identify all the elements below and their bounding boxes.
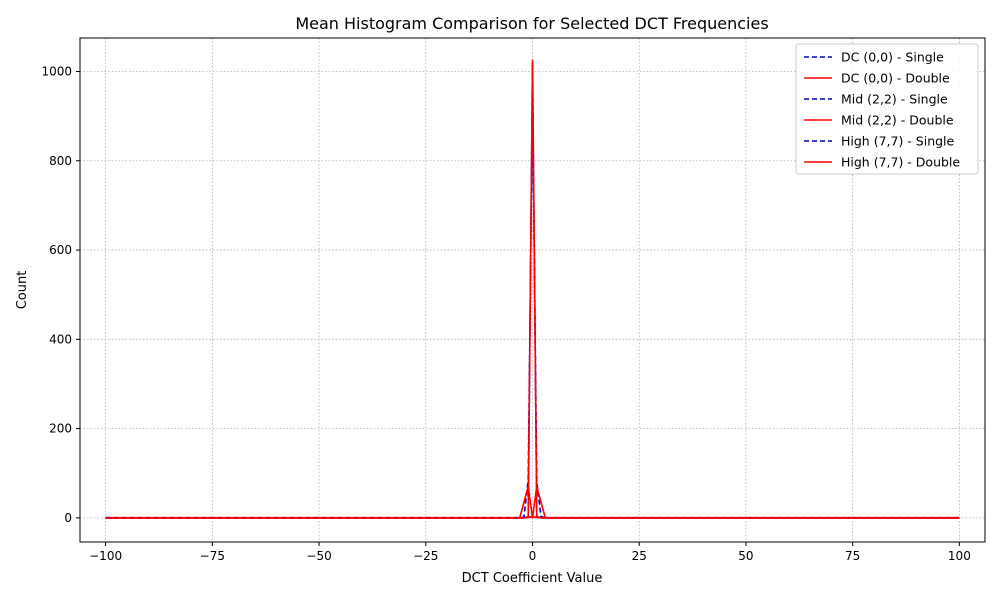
series-line-6 [105,59,960,519]
legend: DC (0,0) - Single DC (0,0) - Double Mid (2… [795,43,979,175]
legend-entry: Mid (2,2) - Double [841,113,954,128]
legend-box [795,43,979,175]
x-tick-label: −75 [200,549,225,563]
legend-entry: DC (0,0) - Double [841,71,950,86]
legend-entry: Mid (2,2) - Single [841,92,948,107]
x-tick-label: 75 [845,549,860,563]
x-tick-label: 25 [632,549,647,563]
x-axis-label: DCT Coefficient Value [462,571,603,586]
y-tick-label: 0 [64,511,72,525]
x-axis-ticks: −100 −75 −50 −25 0 25 50 75 100 [89,542,971,563]
x-tick-label: 50 [738,549,753,563]
x-tick-label: 0 [529,549,537,563]
x-tick-label: −50 [306,549,331,563]
y-tick-label: 200 [49,422,72,436]
x-tick-label: 100 [948,549,971,563]
legend-entry: High (7,7) - Single [841,134,955,149]
legend-entry: DC (0,0) - Single [841,50,944,65]
x-tick-label: −100 [89,549,122,563]
series-lines [105,59,960,519]
y-tick-label: 400 [49,332,72,346]
chart-title: Mean Histogram Comparison for Selected D… [295,14,768,33]
y-axis-ticks: 0 200 400 600 800 1000 [41,64,80,525]
y-tick-label: 800 [49,154,72,168]
y-axis-label: Count [15,271,30,310]
legend-entry: High (7,7) - Double [841,155,960,170]
y-tick-label: 600 [49,243,72,257]
y-tick-label: 1000 [41,64,72,78]
x-tick-label: −25 [413,549,438,563]
